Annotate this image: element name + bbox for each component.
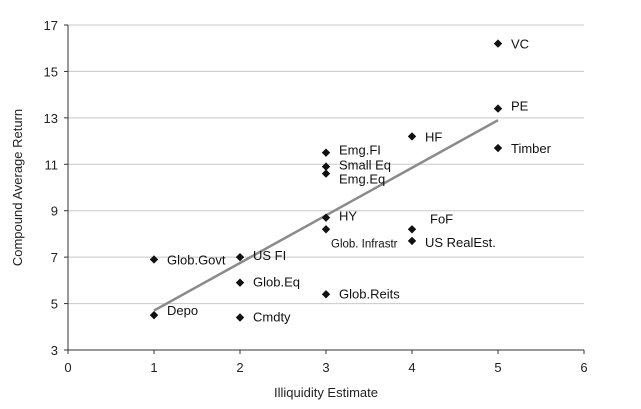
data-point-glob-govt xyxy=(149,255,159,264)
data-point-pe xyxy=(493,104,503,113)
y-tick-label-15: 15 xyxy=(44,64,58,79)
point-label-vc: VC xyxy=(511,37,529,52)
data-point-us-fi xyxy=(235,252,245,262)
point-label-timber: Timber xyxy=(511,141,552,156)
y-tick-label-13: 13 xyxy=(44,111,58,126)
x-tick-label-4: 4 xyxy=(408,360,415,375)
x-tick-label-2: 2 xyxy=(236,360,243,375)
point-label-fof: FoF xyxy=(430,211,453,226)
point-label-small-eq: Small Eq xyxy=(339,158,391,173)
point-label-emg-fi: Emg.FI xyxy=(339,143,381,158)
data-point-emg-eq xyxy=(321,169,331,178)
point-label-cmdty: Cmdty xyxy=(253,310,291,325)
data-point-fof xyxy=(407,225,417,234)
point-label-glob-govt: Glob.Govt xyxy=(167,252,226,267)
data-point-us-realest xyxy=(407,236,417,246)
point-label-us-realest: US RealEst. xyxy=(425,235,496,250)
point-label-glob-eq: Glob.Eq xyxy=(253,275,300,290)
y-tick-label-7: 7 xyxy=(51,250,58,265)
data-point-small-eq xyxy=(321,162,331,171)
x-tick-label-6: 6 xyxy=(580,360,587,375)
point-label-hf: HF xyxy=(425,129,442,144)
data-point-depo xyxy=(149,310,159,320)
y-tick-label-9: 9 xyxy=(51,204,58,219)
point-label-glob-reits: Glob.Reits xyxy=(339,286,400,301)
data-point-glob-reits xyxy=(321,290,331,299)
y-tick-label-5: 5 xyxy=(51,297,58,312)
x-tick-label-1: 1 xyxy=(150,360,157,375)
y-tick-label-11: 11 xyxy=(45,157,59,172)
ticks: 3 5 7 9 11 13 15 17 0 1 2 3 4 5 6 xyxy=(44,18,588,375)
point-label-emg-eq: Emg.Eq xyxy=(339,172,385,187)
point-label-us-fi: US FI xyxy=(253,248,286,263)
data-point-emg-fi xyxy=(321,148,331,157)
y-axis-title: Compound Average Return xyxy=(10,109,25,266)
data-point-cmdty xyxy=(235,313,245,322)
point-label-glob-infrastr: Glob. Infrastr xyxy=(331,238,398,250)
data-point-glob-infrastr xyxy=(321,225,331,234)
point-label-depo: Depo xyxy=(167,303,198,318)
axes xyxy=(67,25,584,351)
x-tick-label-3: 3 xyxy=(322,360,329,375)
y-tick-label-3: 3 xyxy=(51,343,58,358)
x-tick-label-0: 0 xyxy=(64,360,71,375)
x-tick-label-5: 5 xyxy=(494,360,501,375)
data-point-timber xyxy=(493,143,503,153)
data-point-glob-eq xyxy=(235,278,245,287)
data-point-hf xyxy=(407,132,417,141)
points-layer xyxy=(149,39,503,322)
data-point-hy xyxy=(321,213,331,222)
point-label-pe: PE xyxy=(511,99,529,114)
y-tick-label-17: 17 xyxy=(44,18,58,33)
point-label-hy: HY xyxy=(339,209,357,224)
data-point-vc xyxy=(493,39,503,48)
x-axis-title: Illiquidity Estimate xyxy=(274,385,378,400)
